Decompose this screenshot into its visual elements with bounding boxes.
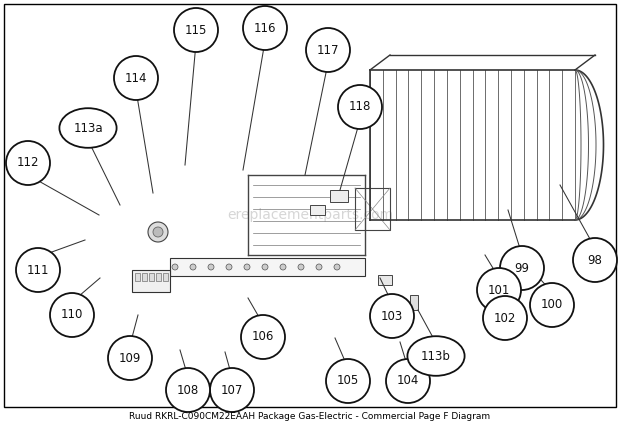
Circle shape [210,368,254,412]
Circle shape [172,264,178,270]
Text: 100: 100 [541,299,563,311]
Circle shape [338,85,382,129]
Text: 112: 112 [17,157,39,169]
Text: 99: 99 [515,262,529,275]
Circle shape [166,368,210,412]
Text: 103: 103 [381,309,403,323]
Bar [170,258,365,276]
Text: 117: 117 [317,43,339,57]
Circle shape [316,264,322,270]
Bar [410,295,418,310]
Circle shape [174,8,218,52]
Text: 116: 116 [254,21,277,34]
Bar [142,273,147,281]
Text: 102: 102 [494,311,516,324]
Circle shape [241,315,285,359]
Circle shape [108,336,152,380]
Circle shape [114,56,158,100]
Circle shape [243,6,287,50]
Circle shape [326,359,370,403]
Circle shape [16,248,60,292]
Circle shape [530,283,574,327]
Text: 108: 108 [177,384,199,396]
Circle shape [244,264,250,270]
Text: Ruud RKRL-C090CM22EAAH Package Gas-Electric - Commercial Page F Diagram: Ruud RKRL-C090CM22EAAH Package Gas-Elect… [130,412,490,421]
Circle shape [280,264,286,270]
Text: 113b: 113b [421,350,451,363]
Circle shape [208,264,214,270]
Bar [330,190,348,202]
Circle shape [190,264,196,270]
Text: 110: 110 [61,308,83,321]
Text: 118: 118 [349,100,371,114]
Circle shape [226,264,232,270]
Bar [135,273,140,281]
Bar [156,273,161,281]
Circle shape [477,268,521,312]
Ellipse shape [407,336,464,376]
Text: 105: 105 [337,375,359,387]
Circle shape [262,264,268,270]
Text: 109: 109 [119,351,141,365]
Bar [378,275,392,285]
Text: 115: 115 [185,24,207,36]
Circle shape [334,264,340,270]
Bar [310,205,325,215]
Bar [163,273,168,281]
Circle shape [370,294,414,338]
Text: 106: 106 [252,330,274,344]
Text: 113a: 113a [73,121,103,135]
Circle shape [6,141,50,185]
Text: 98: 98 [588,254,603,266]
Text: 114: 114 [125,72,148,85]
Circle shape [50,293,94,337]
Circle shape [153,227,163,237]
Ellipse shape [60,108,117,148]
Circle shape [500,246,544,290]
Circle shape [573,238,617,282]
Circle shape [386,359,430,403]
Circle shape [298,264,304,270]
Text: 101: 101 [488,284,510,296]
Bar [149,273,154,281]
Circle shape [148,222,168,242]
Circle shape [306,28,350,72]
Text: 104: 104 [397,375,419,387]
Bar [132,270,170,292]
Text: 111: 111 [27,263,49,277]
Text: 107: 107 [221,384,243,396]
Text: ereplacementparts.com: ereplacementparts.com [227,208,393,221]
Circle shape [483,296,527,340]
